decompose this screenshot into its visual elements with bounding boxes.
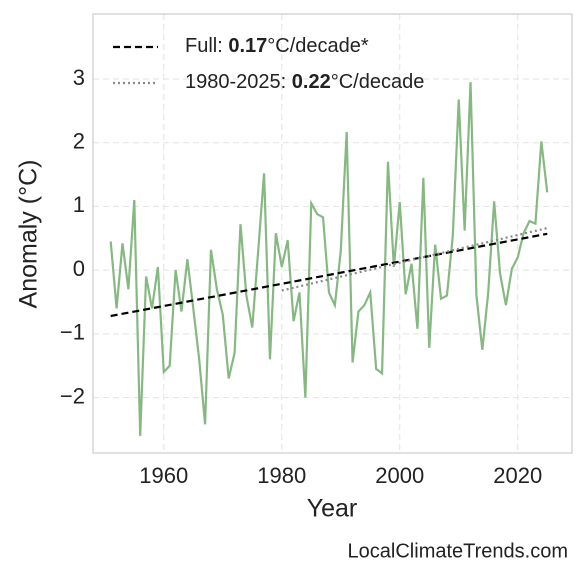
legend-text-part: 0.17 — [228, 35, 267, 57]
legend-label: 1980-2025: 0.22°C/decade — [185, 71, 424, 93]
x-tick-label: 1960 — [139, 463, 188, 488]
series-line — [281, 227, 548, 292]
y-axis-label: Anomaly (°C) — [15, 160, 43, 309]
legend-text-part: 0.22 — [292, 71, 331, 93]
watermark: LocalClimateTrends.com — [348, 540, 568, 562]
series-line — [109, 82, 549, 436]
y-tick-label: 0 — [73, 256, 85, 281]
series-line — [110, 232, 548, 318]
y-tick-label: 3 — [73, 65, 85, 90]
legend-label: Full: 0.17°C/decade* — [185, 35, 369, 57]
plot-frame — [92, 13, 573, 454]
y-tick-label: −2 — [60, 383, 85, 408]
x-tick-label: 2020 — [493, 463, 542, 488]
legend-text-part: °C/decade* — [267, 35, 369, 57]
x-axis-label: Year — [307, 495, 358, 523]
y-tick-label: −1 — [60, 320, 85, 345]
y-tick-label: 1 — [73, 192, 85, 217]
legend-text-part: °C/decade — [331, 71, 425, 93]
x-tick-label: 2000 — [375, 463, 424, 488]
y-tick-label: 2 — [73, 129, 85, 154]
x-tick-label: 1980 — [257, 463, 306, 488]
legend-text-part: Full: — [185, 35, 228, 57]
legend-text-part: 1980-2025: — [185, 71, 292, 93]
